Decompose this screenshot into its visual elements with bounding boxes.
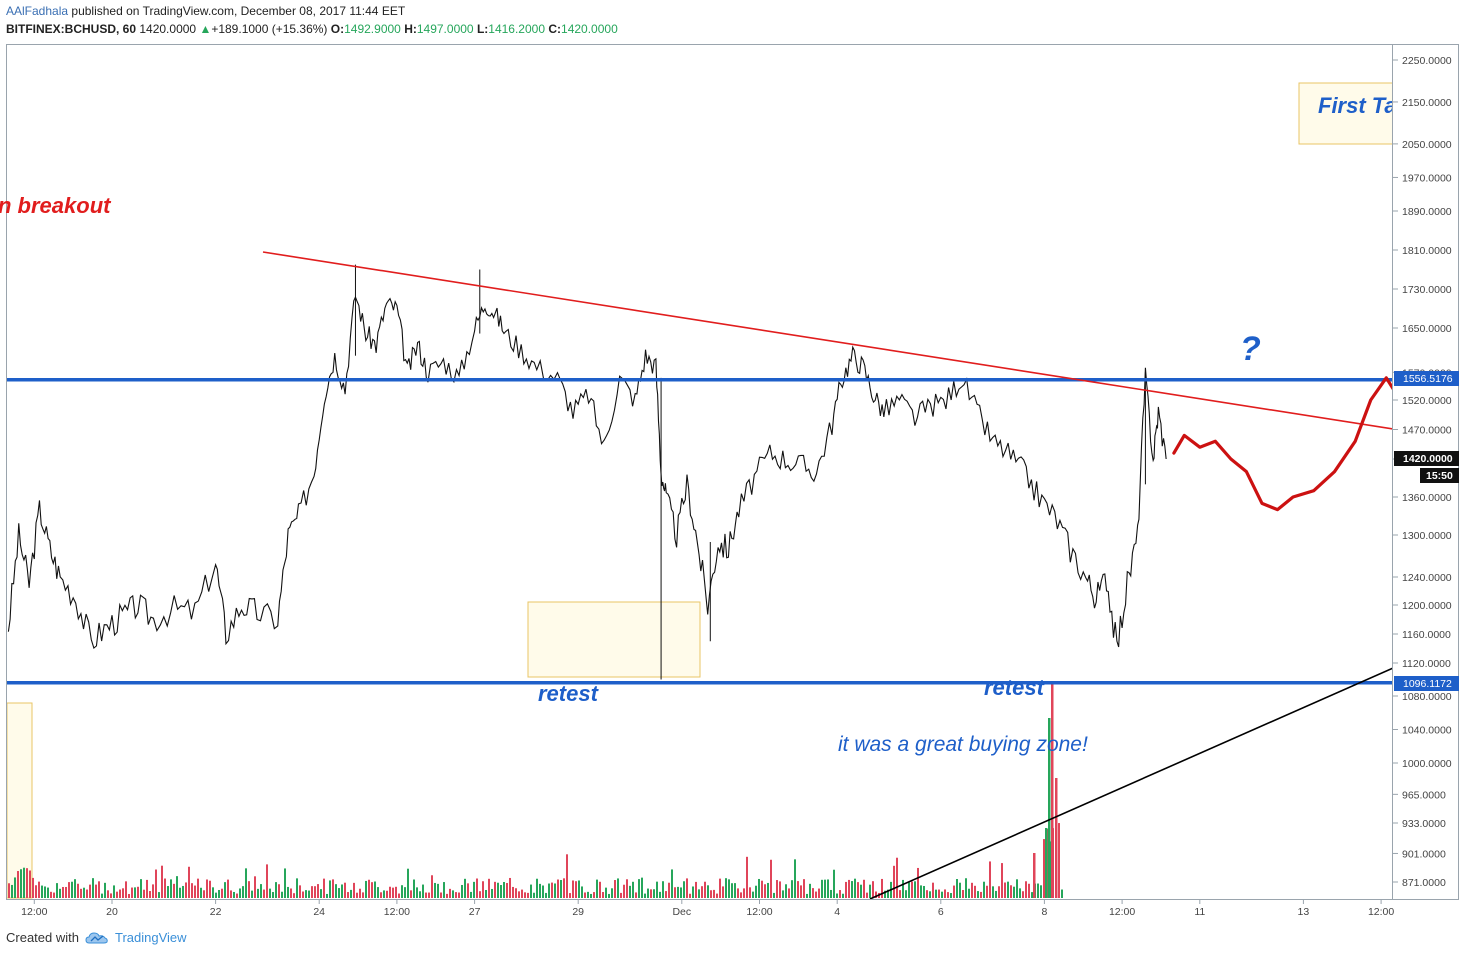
x-tick-label: 12:00: [746, 906, 772, 918]
x-tick-label: 6: [938, 906, 944, 918]
x-tick-label: 11: [1194, 906, 1205, 918]
change-up-icon: ▲: [199, 22, 212, 36]
x-tick-label: 12:00: [384, 906, 410, 918]
x-tick-label: 12:00: [1109, 906, 1135, 918]
x-tick-label: 8: [1041, 906, 1047, 918]
author-link[interactable]: AAlFadhala: [6, 4, 69, 18]
x-tick-label: 20: [106, 906, 118, 918]
x-tick-label: 29: [572, 906, 584, 918]
footer: Created with TradingView: [6, 930, 187, 945]
open-value: 1492.9000: [344, 22, 401, 36]
x-tick-label: Dec: [672, 906, 691, 918]
symbol-info-bar: BITFINEX:BCHUSD, 60 1420.0000 ▲+189.1000…: [6, 22, 618, 36]
x-tick-label: 13: [1298, 906, 1310, 918]
x-tick-label: 4: [834, 906, 840, 918]
x-tick-label: 12:00: [1368, 906, 1394, 918]
close-label: C:: [548, 22, 562, 36]
created-with-text: Created with: [6, 930, 79, 945]
chart-frame: [6, 44, 1393, 900]
high-value: 1497.0000: [416, 22, 474, 36]
tradingview-cloud-icon: [85, 931, 108, 943]
low-label: L:: [476, 22, 489, 36]
tradingview-brand-link[interactable]: TradingView: [114, 930, 187, 945]
publish-text: published on TradingView.com, December 0…: [71, 4, 406, 18]
close-value: 1420.0000: [561, 22, 618, 36]
symbol-label: BITFINEX:BCHUSD, 60: [6, 22, 137, 36]
last-price: 1420.0000: [139, 22, 197, 36]
publish-info: AAlFadhala published on TradingView.com,…: [6, 4, 405, 18]
x-tick-label: 24: [313, 906, 325, 918]
price-axis[interactable]: [1393, 44, 1459, 900]
x-tick-label: 22: [210, 906, 222, 918]
x-tick-label: 27: [469, 906, 481, 918]
high-label: H:: [404, 22, 417, 36]
low-value: 1416.2000: [488, 22, 545, 36]
change-value: +189.1000 (+15.36%): [211, 22, 328, 36]
x-tick-label: 12:00: [21, 906, 47, 918]
open-label: O:: [330, 22, 345, 36]
